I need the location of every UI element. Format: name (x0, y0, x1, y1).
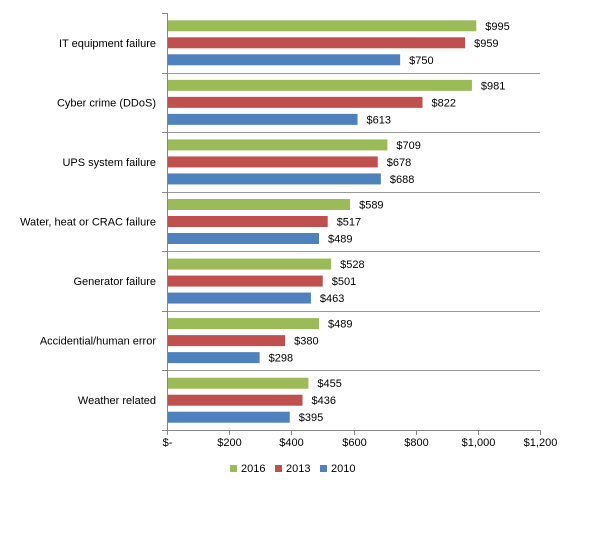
bar-2013 (168, 275, 323, 287)
data-label: $298 (269, 353, 293, 365)
bar-group (168, 20, 477, 423)
bar-2010 (168, 411, 290, 423)
data-label: $613 (367, 114, 391, 126)
data-label: $455 (317, 378, 341, 390)
legend-swatch-2016 (230, 465, 237, 472)
bar-2016 (168, 79, 472, 91)
bar-2010 (168, 113, 358, 125)
bar-2010 (168, 352, 260, 364)
legend-swatch-2013 (275, 465, 282, 472)
data-label: $822 (432, 97, 456, 109)
bar-2013 (168, 37, 466, 49)
data-label: $709 (396, 140, 420, 152)
bar-2010 (168, 173, 381, 185)
category-separators (167, 73, 540, 371)
tick-label-group: $- $200 $400 $600 $800 $1,000 $1,200 (163, 437, 558, 449)
x-tick-label: $1,000 (462, 437, 496, 449)
data-label: $995 (485, 21, 509, 33)
x-tick-label: $400 (279, 437, 303, 449)
bar-2016 (168, 377, 309, 389)
data-label-group: $995 $959 $750 $981 $822 $613 $709 $678 $688 $589… (269, 21, 510, 424)
legend-label: 2013 (286, 463, 310, 475)
legend-label: 2016 (241, 463, 265, 475)
bar-2016 (168, 258, 332, 270)
data-label: $688 (390, 174, 414, 186)
category-label-group: IT equipment failure Cyber crime (DDoS) UP… (20, 38, 156, 407)
category-label: Generator failure (73, 276, 156, 288)
category-label: UPS system failure (62, 157, 156, 169)
data-label: $395 (299, 412, 323, 424)
x-tick-label: $600 (342, 437, 366, 449)
legend-swatch-2010 (320, 465, 327, 472)
bar-2010 (168, 292, 311, 304)
x-tick-label: $200 (217, 437, 241, 449)
category-label: Accidential/human error (40, 336, 157, 348)
bar-2010 (168, 233, 319, 244)
data-label: $750 (409, 55, 433, 67)
category-label: Water, heat or CRAC failure (20, 217, 156, 229)
data-label: $501 (332, 276, 356, 288)
bar-2013 (168, 96, 423, 108)
data-label: $463 (320, 293, 344, 305)
data-label: $380 (294, 336, 318, 348)
data-label: $528 (340, 259, 364, 271)
data-label: $981 (481, 80, 505, 92)
category-label: IT equipment failure (59, 38, 156, 50)
data-label: $678 (387, 157, 411, 169)
bar-2013 (168, 335, 286, 347)
x-tick-label: $1,200 (524, 437, 558, 449)
category-label: Weather related (78, 395, 156, 407)
data-label: $959 (474, 38, 498, 50)
bar-2016 (168, 199, 351, 210)
bar-2013 (168, 216, 328, 227)
bar-2013 (168, 156, 378, 168)
bar-2016 (168, 20, 477, 32)
bar-2013 (168, 394, 303, 406)
data-label: $489 (328, 234, 352, 246)
axes (162, 13, 541, 435)
data-label: $517 (337, 217, 361, 229)
bar-2010 (168, 54, 401, 66)
x-tick-label: $800 (404, 437, 428, 449)
legend-label: 2010 (331, 463, 355, 475)
category-label: Cyber crime (DDoS) (57, 97, 156, 109)
data-label: $436 (312, 395, 336, 407)
bar-2016 (168, 139, 388, 151)
legend: 2016 2013 2010 (230, 463, 355, 475)
data-label: $489 (328, 319, 352, 331)
bar-2016 (168, 318, 319, 330)
x-tick-label: $- (163, 437, 173, 449)
data-label: $589 (359, 200, 383, 212)
